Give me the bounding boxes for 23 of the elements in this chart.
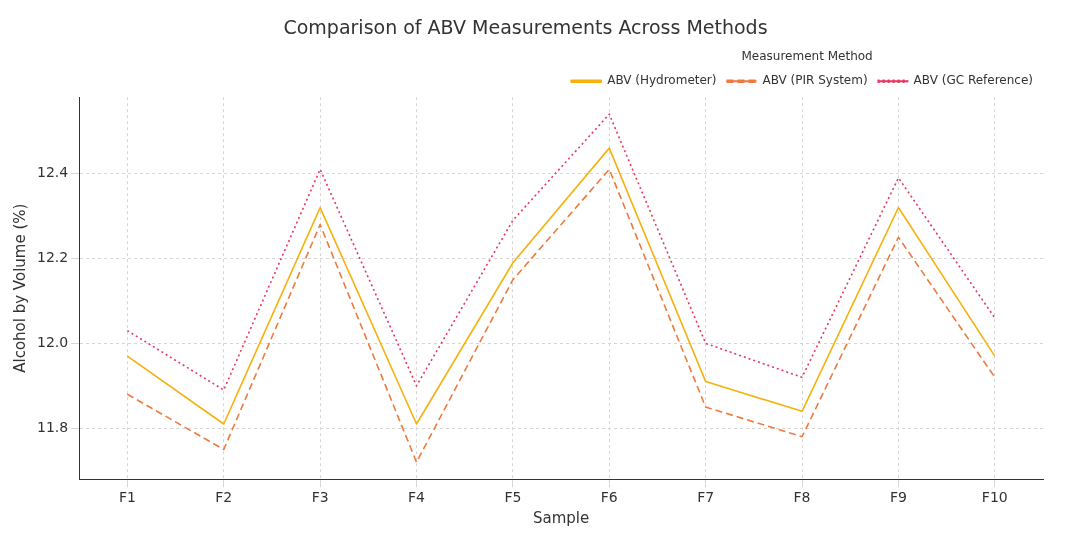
y-tick-label: 12.2 xyxy=(37,249,69,266)
x-tick-label: F5 xyxy=(504,489,522,506)
legend-title: Measurement Method xyxy=(741,48,873,63)
x-tick-label: F4 xyxy=(408,489,426,506)
x-tick-label: F6 xyxy=(600,489,618,506)
legend-label: ABV (PIR System) xyxy=(762,73,868,88)
x-tick-label: F2 xyxy=(215,489,233,506)
y-tick-label: 11.8 xyxy=(37,418,69,435)
legend-label: ABV (GC Reference) xyxy=(913,73,1034,88)
x-tick-label: F10 xyxy=(981,489,1008,506)
x-tick-label: F3 xyxy=(311,489,329,506)
y-tick-label: 12.0 xyxy=(37,334,69,351)
x-tick-label: F7 xyxy=(697,489,715,506)
chart-title: Comparison of ABV Measurements Across Methods xyxy=(283,16,768,39)
x-tick-label: F1 xyxy=(118,489,136,506)
x-tick-label: F8 xyxy=(793,489,811,506)
line-series xyxy=(126,168,996,464)
x-axis-title: Sample xyxy=(532,508,590,527)
y-tick-label: 12.4 xyxy=(37,164,69,181)
y-axis-title: Alcohol by Volume (%) xyxy=(10,203,29,373)
x-tick-label: F9 xyxy=(889,489,907,506)
line-series xyxy=(126,113,996,391)
legend-label: ABV (Hydrometer) xyxy=(607,73,717,88)
